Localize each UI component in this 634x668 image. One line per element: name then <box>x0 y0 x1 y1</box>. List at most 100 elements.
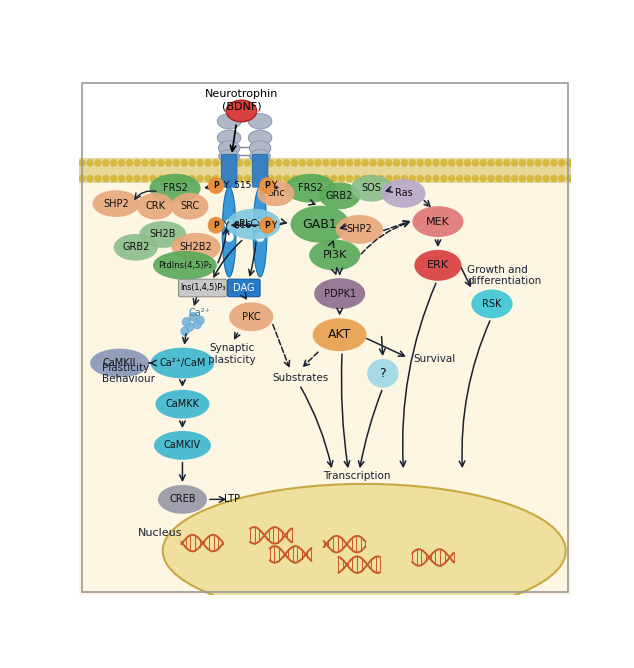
Circle shape <box>181 160 188 166</box>
Circle shape <box>456 175 463 182</box>
Ellipse shape <box>217 130 241 146</box>
Text: SH2B2: SH2B2 <box>180 242 212 253</box>
Circle shape <box>323 175 329 182</box>
Ellipse shape <box>171 193 209 220</box>
Circle shape <box>205 175 211 182</box>
Circle shape <box>79 160 85 166</box>
Circle shape <box>95 160 101 166</box>
Ellipse shape <box>150 174 200 202</box>
Circle shape <box>331 160 337 166</box>
Circle shape <box>307 175 313 182</box>
Circle shape <box>229 175 235 182</box>
Text: P: P <box>264 181 270 190</box>
Circle shape <box>535 160 541 166</box>
Ellipse shape <box>218 141 240 155</box>
Circle shape <box>488 175 494 182</box>
Circle shape <box>331 175 337 182</box>
Circle shape <box>260 175 266 182</box>
Ellipse shape <box>471 289 513 319</box>
Text: AKT: AKT <box>328 328 351 341</box>
Circle shape <box>165 175 172 182</box>
Circle shape <box>433 175 439 182</box>
Circle shape <box>256 220 264 228</box>
Text: SH2B: SH2B <box>150 230 176 239</box>
Ellipse shape <box>219 150 240 163</box>
Circle shape <box>394 160 399 166</box>
Circle shape <box>307 160 313 166</box>
Circle shape <box>197 160 203 166</box>
Text: P: P <box>264 220 270 230</box>
Ellipse shape <box>314 278 365 309</box>
Circle shape <box>410 160 415 166</box>
Circle shape <box>480 160 486 166</box>
Circle shape <box>378 160 384 166</box>
Circle shape <box>196 316 204 325</box>
Text: SOS: SOS <box>361 183 382 193</box>
Circle shape <box>504 175 510 182</box>
Text: Y: Y <box>271 220 276 230</box>
Circle shape <box>165 160 172 166</box>
Circle shape <box>425 175 431 182</box>
Circle shape <box>260 178 275 193</box>
Circle shape <box>370 160 376 166</box>
Circle shape <box>256 233 264 241</box>
Circle shape <box>252 160 258 166</box>
Circle shape <box>283 160 290 166</box>
Text: CRK: CRK <box>145 201 165 211</box>
Text: ERK: ERK <box>427 261 449 271</box>
Circle shape <box>323 160 329 166</box>
Ellipse shape <box>139 221 186 248</box>
Text: Shc: Shc <box>267 188 285 198</box>
Circle shape <box>433 160 439 166</box>
Circle shape <box>260 218 275 233</box>
Ellipse shape <box>309 240 360 271</box>
Circle shape <box>174 175 179 182</box>
Text: P: P <box>213 181 219 190</box>
Text: MEK: MEK <box>426 216 450 226</box>
Text: Ras: Ras <box>395 188 412 198</box>
Ellipse shape <box>249 130 272 146</box>
Circle shape <box>456 160 463 166</box>
Circle shape <box>567 160 573 166</box>
Circle shape <box>441 175 447 182</box>
Text: Ca²⁺: Ca²⁺ <box>189 308 210 318</box>
Text: Plasticity
Behaviour: Plasticity Behaviour <box>102 363 155 384</box>
Circle shape <box>87 160 93 166</box>
Text: PI3K: PI3K <box>323 250 347 260</box>
Circle shape <box>142 160 148 166</box>
Circle shape <box>79 175 85 182</box>
Ellipse shape <box>253 187 267 277</box>
Circle shape <box>425 160 431 166</box>
Ellipse shape <box>223 187 236 277</box>
Circle shape <box>417 175 424 182</box>
Circle shape <box>229 160 235 166</box>
Text: ?: ? <box>380 367 386 380</box>
Circle shape <box>221 175 227 182</box>
Circle shape <box>535 175 541 182</box>
Circle shape <box>449 175 455 182</box>
Circle shape <box>315 160 321 166</box>
Circle shape <box>410 175 415 182</box>
Text: Growth and
differentiation: Growth and differentiation <box>467 265 541 287</box>
Ellipse shape <box>93 190 139 217</box>
Circle shape <box>347 160 353 166</box>
Circle shape <box>119 160 124 166</box>
Text: Y: Y <box>271 181 276 190</box>
Circle shape <box>551 160 557 166</box>
Circle shape <box>174 160 179 166</box>
Text: Y  816: Y 816 <box>223 220 251 230</box>
Circle shape <box>292 175 297 182</box>
Circle shape <box>551 175 557 182</box>
Ellipse shape <box>155 390 209 419</box>
Circle shape <box>142 175 148 182</box>
Text: CaMKII: CaMKII <box>103 358 136 368</box>
Bar <box>79 158 571 595</box>
Text: GRB2: GRB2 <box>326 191 353 201</box>
Text: Y  515: Y 515 <box>223 181 251 190</box>
Circle shape <box>209 178 223 193</box>
Circle shape <box>150 175 156 182</box>
Ellipse shape <box>249 141 271 155</box>
Text: LTP: LTP <box>224 494 240 504</box>
Text: PLCγ1: PLCγ1 <box>238 219 269 229</box>
Ellipse shape <box>285 174 336 202</box>
